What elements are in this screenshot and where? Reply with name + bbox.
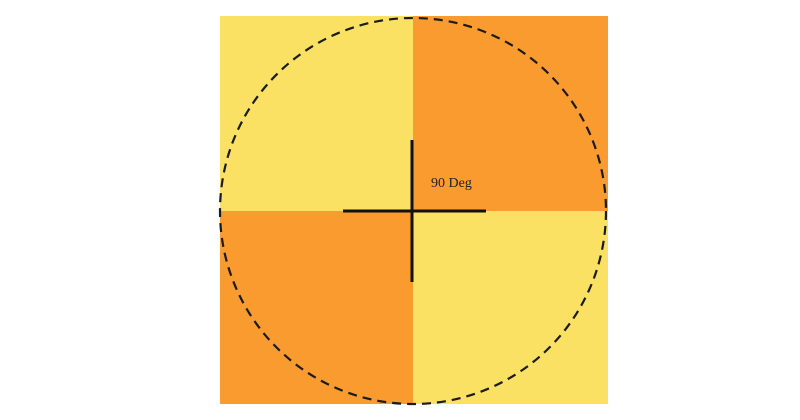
angle-label: 90 Deg: [431, 176, 472, 191]
quadrant-top-right: [413, 16, 608, 211]
quadrant-bottom-right: [413, 211, 608, 404]
quadrant-bottom-left: [220, 211, 413, 404]
dashed-circle: [218, 16, 608, 406]
quadrant-top-left: [220, 16, 413, 211]
